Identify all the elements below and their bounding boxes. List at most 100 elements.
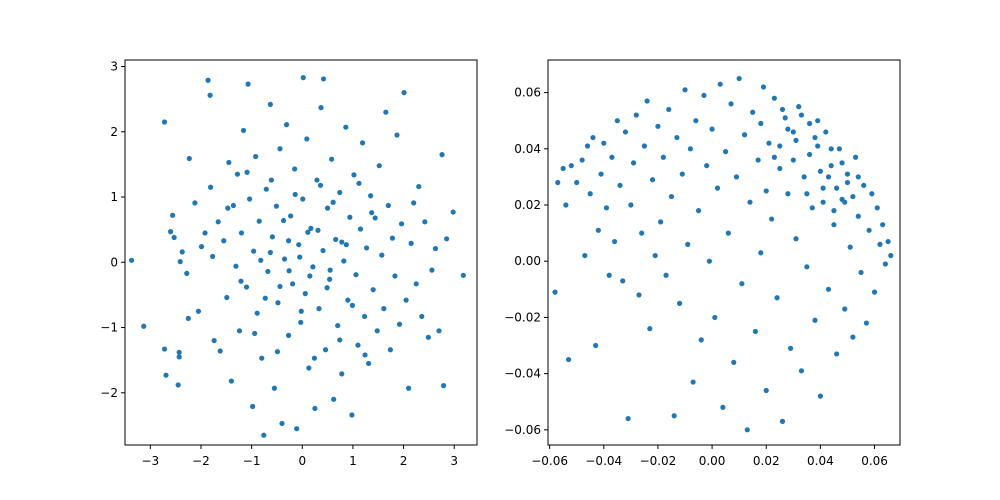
left-chart-point-29	[226, 159, 232, 166]
right-chart-point-127	[831, 208, 837, 214]
right-chart-point-69	[747, 199, 753, 205]
left-chart-point-60	[290, 281, 296, 287]
left-chart-point-121	[416, 183, 422, 190]
left-chart-point-95	[357, 226, 364, 232]
left-chart-point-93	[353, 272, 359, 278]
right-chart-point-81	[779, 418, 786, 424]
left-chart-point-50	[269, 234, 275, 240]
left-chart-point-90	[347, 214, 353, 220]
left-chart-point-94	[355, 342, 361, 348]
right-chart-point-8	[582, 252, 588, 259]
left-chart-point-106	[381, 306, 387, 312]
right-chart-point-133	[798, 112, 805, 118]
right-chart-point-54	[706, 258, 712, 264]
left-chart-point-115	[401, 90, 407, 96]
left-chart-point-151	[343, 242, 349, 248]
right-chart-point-17	[606, 272, 612, 278]
right-chart-point-44	[679, 171, 685, 177]
left-chart-point-78	[322, 347, 329, 353]
left-chart-point-98	[363, 245, 370, 251]
left-chart-point-150	[337, 337, 343, 343]
left-chart-point-14	[185, 315, 191, 322]
left-chart-point-118	[408, 240, 414, 246]
left-chart-point-138	[262, 295, 268, 301]
right-chart-point-130	[812, 134, 818, 141]
right-chart-point-71	[752, 328, 759, 335]
left-chart-point-70	[308, 225, 314, 231]
right-chart-point-10	[587, 191, 593, 197]
right-chart-point-15	[601, 140, 607, 146]
right-chart-point-142	[815, 118, 821, 124]
right-chart-point-57	[714, 185, 721, 191]
right-chart-point-73	[758, 250, 764, 256]
left-chart-point-49	[267, 101, 273, 107]
right-chart-point-38	[663, 272, 669, 278]
left-chart-point-66	[300, 75, 306, 81]
left-chart-point-55	[279, 420, 285, 427]
right-chart-point-84	[788, 345, 794, 351]
left-chart-point-46	[261, 432, 267, 438]
left-chart-point-153	[356, 180, 362, 186]
left-chart-point-61	[292, 166, 298, 172]
left-chart-point-76	[320, 247, 326, 254]
right-chart-point-117	[877, 241, 883, 247]
right-chart-point-68	[744, 427, 750, 433]
right-chart-point-2	[560, 165, 566, 172]
left-chart-point-75	[318, 105, 324, 111]
right-chart: −0.06 −0.04 −0.02 0.00 0.02 0.04 0.06 −0.06−0.…	[504, 59, 901, 468]
left-chart-point-0	[128, 257, 135, 263]
right-chart-x-tick-label: −0.02	[640, 454, 677, 468]
right-chart-point-55	[709, 126, 715, 132]
right-chart-point-116	[874, 205, 880, 211]
right-chart-point-88	[798, 368, 805, 374]
right-chart-point-65	[736, 75, 742, 82]
left-chart-point-79	[324, 205, 331, 211]
left-chart-point-58	[285, 332, 292, 338]
right-chart-point-22	[620, 278, 626, 284]
right-chart-point-137	[850, 193, 856, 200]
right-chart-x-ticks: −0.06 −0.04 −0.02 0.00 0.02 0.04 0.06	[531, 445, 888, 468]
left-chart-y-tick-label: −1	[100, 321, 118, 335]
left-chart-point-133	[225, 205, 231, 211]
right-chart-point-128	[844, 179, 851, 186]
left-chart-point-137	[258, 257, 264, 263]
left-chart-point-57	[283, 122, 290, 128]
right-chart-point-80	[777, 165, 783, 172]
left-chart-y-ticks: −2 −1 0 1 2 3	[100, 60, 125, 400]
left-chart-point-64	[298, 319, 304, 325]
left-chart-point-65	[300, 196, 306, 202]
right-chart-point-45	[682, 87, 688, 93]
left-chart-point-109	[387, 347, 393, 353]
left-chart-point-12	[179, 249, 185, 255]
right-chart-point-115	[871, 289, 878, 295]
left-chart-point-5	[167, 229, 174, 235]
right-chart-point-90	[804, 264, 810, 270]
left-chart-point-82	[331, 396, 337, 402]
right-chart-y-tick-label: 0.06	[514, 86, 541, 100]
left-chart-point-139	[268, 177, 274, 183]
left-chart-point-130	[444, 236, 450, 242]
left-chart-y-tick-label: −2	[100, 386, 118, 400]
right-chart-point-4	[565, 356, 572, 363]
left-chart-point-17	[195, 308, 202, 314]
left-chart-point-1	[141, 323, 147, 329]
left-chart-point-23	[210, 253, 216, 260]
left-chart-points	[128, 75, 466, 438]
right-chart-point-100	[831, 222, 837, 228]
left-chart-point-19	[202, 230, 208, 236]
right-chart-x-tick-label: 0.00	[699, 454, 726, 468]
right-chart-point-96	[820, 185, 826, 191]
left-chart-point-131	[450, 209, 456, 215]
right-chart-point-25	[628, 202, 634, 208]
right-chart-point-93	[812, 317, 818, 323]
right-chart-point-139	[806, 151, 813, 158]
right-chart-point-61	[725, 230, 731, 236]
left-chart-point-15	[186, 155, 192, 162]
right-chart-point-13	[595, 227, 601, 233]
right-chart-point-36	[658, 219, 664, 225]
right-chart-point-141	[779, 106, 786, 113]
left-chart-point-108	[385, 202, 391, 209]
left-chart-point-74	[316, 306, 322, 312]
left-chart-point-157	[307, 273, 313, 279]
